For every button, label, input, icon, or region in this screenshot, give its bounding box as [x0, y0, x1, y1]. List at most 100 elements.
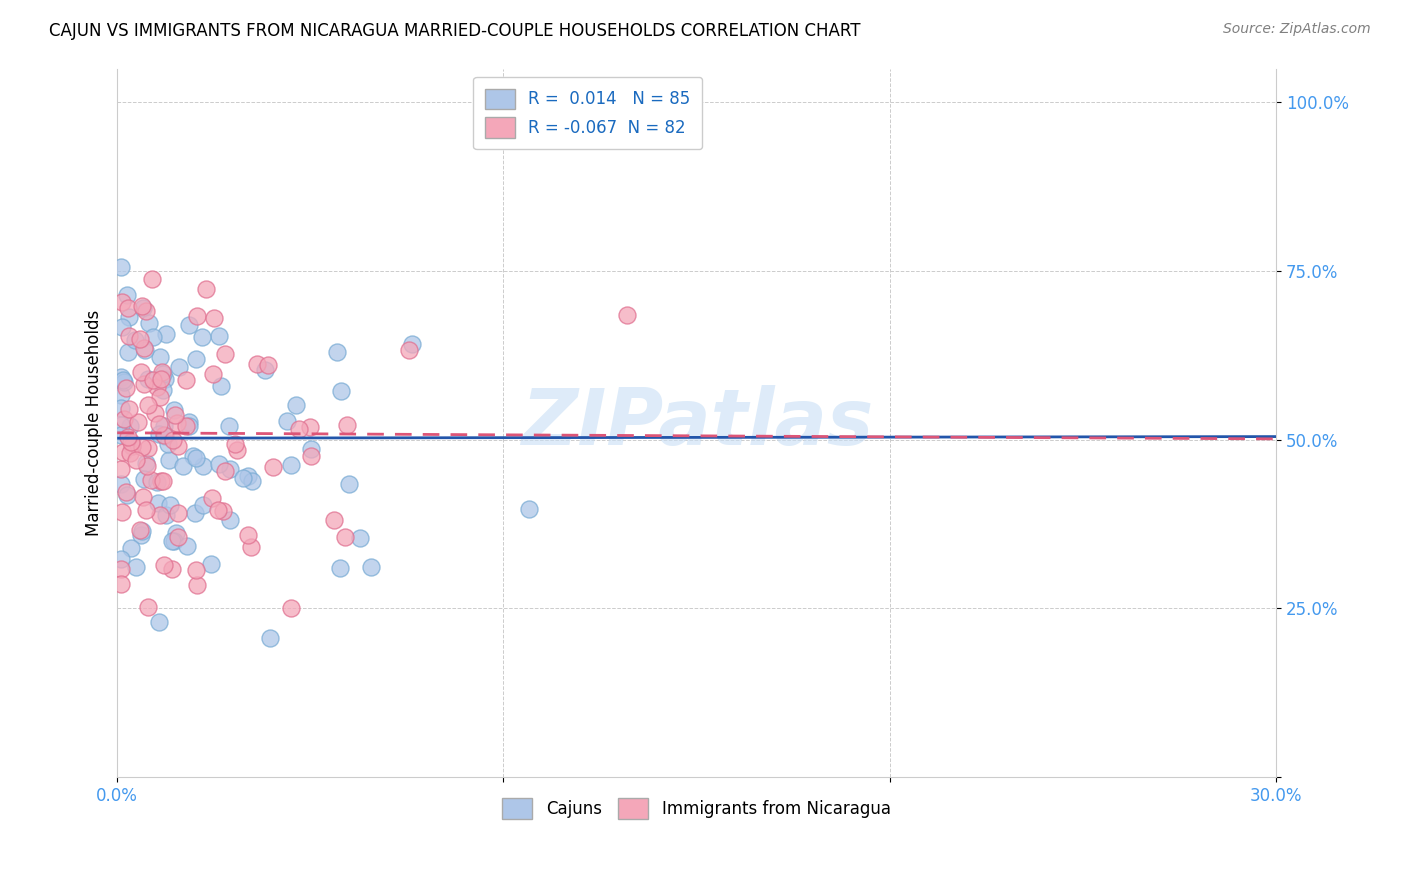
Point [148, 426, 170, 441]
Point [136, 441, 159, 455]
Point [120, 419, 142, 434]
Point [132, 377, 155, 392]
Point [155, 372, 177, 386]
Point [195, 281, 218, 295]
Point [118, 328, 141, 343]
Point [219, 462, 242, 476]
Point [146, 496, 169, 510]
Point [125, 453, 148, 467]
Point [131, 440, 153, 454]
Point [191, 498, 214, 512]
Point [165, 525, 187, 540]
Point [139, 473, 162, 487]
Point [134, 341, 156, 355]
Point [153, 558, 176, 573]
Point [138, 316, 160, 330]
Point [141, 272, 163, 286]
Point [184, 352, 207, 367]
Point [287, 421, 309, 435]
Point [167, 439, 190, 453]
Point [150, 372, 173, 386]
Point [118, 402, 141, 417]
Point [301, 449, 323, 463]
Point [236, 469, 259, 483]
Point [209, 378, 232, 392]
Point [184, 563, 207, 577]
Point [110, 387, 132, 401]
Point [152, 474, 174, 488]
Point [110, 551, 132, 566]
Point [115, 488, 138, 502]
Point [163, 533, 186, 548]
Point [110, 260, 132, 274]
Text: CAJUN VS IMMIGRANTS FROM NICARAGUA MARRIED-COUPLE HOUSEHOLDS CORRELATION CHART: CAJUN VS IMMIGRANTS FROM NICARAGUA MARRI… [49, 22, 860, 40]
Point [181, 449, 204, 463]
Point [135, 458, 157, 473]
Point [112, 375, 135, 389]
Point [112, 373, 135, 387]
Point [176, 539, 198, 553]
Point [152, 383, 174, 397]
Point [148, 615, 170, 629]
Point [121, 435, 143, 450]
Point [299, 442, 322, 456]
Point [131, 490, 153, 504]
Point [360, 560, 382, 574]
Point [162, 434, 184, 448]
Point [111, 445, 134, 459]
Point [145, 379, 167, 393]
Point [110, 476, 132, 491]
Point [115, 287, 138, 301]
Point [155, 508, 177, 522]
Point [214, 464, 236, 478]
Point [336, 418, 359, 433]
Point [177, 419, 200, 434]
Text: Source: ZipAtlas.com: Source: ZipAtlas.com [1223, 22, 1371, 37]
Point [112, 412, 135, 426]
Point [190, 330, 212, 344]
Point [111, 505, 134, 519]
Y-axis label: Married-couple Households: Married-couple Households [86, 310, 103, 536]
Point [110, 462, 132, 476]
Point [149, 350, 172, 364]
Point [118, 446, 141, 460]
Point [135, 303, 157, 318]
Point [117, 344, 139, 359]
Point [110, 320, 132, 334]
Point [156, 436, 179, 450]
Point [143, 406, 166, 420]
Point [125, 559, 148, 574]
Point [110, 427, 132, 442]
Point [337, 477, 360, 491]
Point [246, 357, 269, 371]
Point [111, 295, 134, 310]
Point [132, 472, 155, 486]
Point [152, 367, 174, 381]
Point [152, 366, 174, 380]
Point [149, 508, 172, 523]
Point [141, 373, 163, 387]
Point [135, 503, 157, 517]
Point [134, 343, 156, 358]
Point [135, 456, 157, 470]
Point [616, 308, 638, 322]
Point [131, 524, 153, 539]
Point [153, 428, 176, 442]
Point [115, 485, 138, 500]
Point [117, 310, 139, 325]
Point [167, 506, 190, 520]
Point [259, 631, 281, 645]
Point [136, 372, 159, 386]
Point [174, 419, 197, 434]
Point [280, 600, 302, 615]
Point [121, 439, 143, 453]
Point [131, 299, 153, 313]
Point [110, 562, 132, 576]
Point [226, 443, 249, 458]
Point [115, 381, 138, 395]
Point [160, 534, 183, 549]
Point [110, 369, 132, 384]
Point [208, 329, 231, 343]
Point [333, 530, 356, 544]
Point [149, 474, 172, 488]
